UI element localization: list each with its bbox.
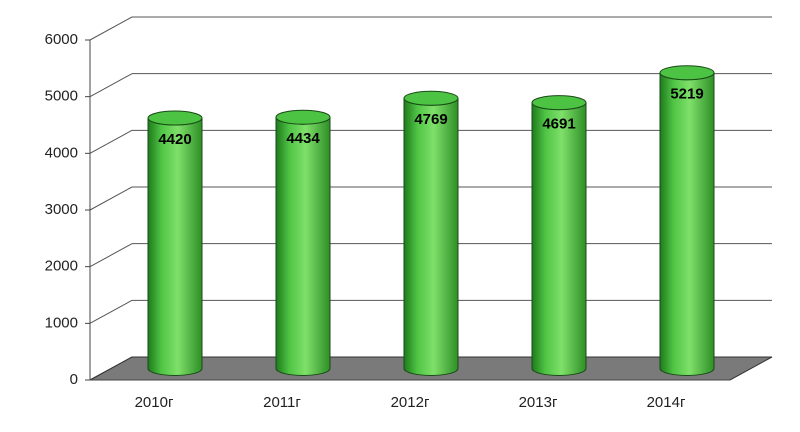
cylinder-cap <box>531 95 587 111</box>
value-label: 4769 <box>414 111 447 128</box>
cylinder-cap <box>275 109 331 125</box>
cylinder <box>275 117 331 376</box>
value-label: 4420 <box>158 131 191 148</box>
y-tick-label: 2000 <box>45 258 78 275</box>
grid-line <box>89 186 133 211</box>
grid-line <box>89 16 133 41</box>
grid-line <box>89 299 133 324</box>
y-tick-label: 4000 <box>45 144 78 161</box>
cylinder <box>147 117 203 376</box>
value-label: 4691 <box>542 116 575 133</box>
cylinder <box>403 98 459 376</box>
y-tick-label: 0 <box>70 371 78 388</box>
x-tick-label: 2013г <box>519 394 558 411</box>
x-tick-label: 2010г <box>135 394 174 411</box>
y-tick-label: 1000 <box>45 314 78 331</box>
y-tick-label: 3000 <box>45 201 78 218</box>
cylinder-cap <box>659 65 715 81</box>
cylinder <box>531 102 587 376</box>
cylinder-cap <box>147 110 203 126</box>
grid-line <box>89 243 133 268</box>
value-label: 5219 <box>670 86 703 103</box>
value-label: 4434 <box>286 130 320 147</box>
x-tick-label: 2014г <box>647 394 686 411</box>
x-tick-label: 2012г <box>391 394 430 411</box>
cylinder <box>659 72 715 376</box>
y-tick-label: 6000 <box>45 31 78 48</box>
x-tick-label: 2011г <box>263 394 301 411</box>
cylinder-cap <box>403 90 459 106</box>
grid-line <box>89 129 133 154</box>
grid-line <box>89 73 133 98</box>
y-tick-label: 5000 <box>45 88 78 105</box>
